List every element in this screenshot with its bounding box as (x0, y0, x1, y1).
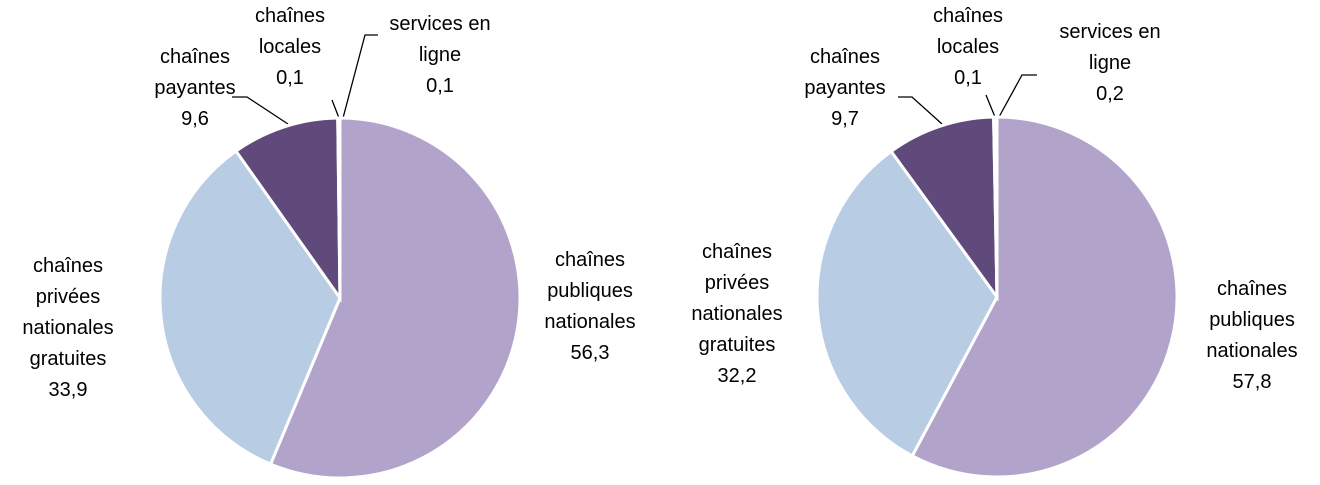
slice-label: services en ligne (389, 13, 490, 66)
value-label: 57,8 (1233, 371, 1272, 393)
value-label: 0,2 (1096, 83, 1124, 105)
value-label: 0,1 (276, 67, 304, 89)
leader-line (998, 74, 1037, 118)
label-line: publiques (1209, 309, 1295, 331)
value-label: 32,2 (718, 365, 757, 387)
label-line: ligne (1089, 52, 1131, 74)
pie-slice (268, 116, 522, 480)
label-line: ligne (419, 44, 461, 66)
leader-line (898, 96, 943, 125)
label-line: privées (705, 272, 769, 294)
label-line: services en (389, 13, 490, 35)
pie-slice (993, 115, 999, 298)
label-line: chaînes (255, 5, 325, 27)
label-line: payantes (154, 77, 235, 99)
label-line: nationales (544, 311, 635, 333)
slice-label: chaînes locales (933, 5, 1003, 58)
pie-slice (233, 116, 342, 303)
leader-line (985, 94, 996, 118)
value-label: 33,9 (49, 379, 88, 401)
label-line: chaînes (702, 241, 772, 263)
label-line: gratuites (30, 348, 107, 370)
label-line: chaînes (555, 249, 625, 271)
label-line: chaînes (33, 255, 103, 277)
label-line: privées (36, 286, 100, 308)
label-line: nationales (691, 303, 782, 325)
slice-label: chaînes privées nationales gratuites (691, 241, 782, 356)
pie-slice (910, 115, 1179, 479)
pie-slice (815, 149, 999, 458)
label-line: payantes (804, 77, 885, 99)
slice-label: chaînes locales (255, 5, 325, 58)
slice-label: services en ligne (1059, 21, 1160, 74)
slice-label: chaînes publiques nationales (1206, 278, 1297, 362)
value-label: 9,7 (831, 108, 859, 130)
slice-label: chaînes payantes (154, 46, 235, 99)
label-line: chaînes (933, 5, 1003, 27)
label-line: chaînes (1217, 278, 1287, 300)
slice-label: chaînes payantes (804, 46, 885, 99)
label-line: locales (937, 36, 999, 58)
label-line: chaînes (160, 46, 230, 68)
leader-line (232, 96, 289, 125)
value-label: 56,3 (571, 342, 610, 364)
value-label: 0,1 (426, 75, 454, 97)
pie-slice (889, 115, 999, 302)
value-label: 9,6 (181, 108, 209, 130)
label-line: nationales (22, 317, 113, 339)
label-line: chaînes (810, 46, 880, 68)
label-line: gratuites (699, 334, 776, 356)
label-line: services en (1059, 21, 1160, 43)
pie-slice (337, 116, 342, 299)
label-line: publiques (547, 280, 633, 302)
value-label: 0,1 (954, 67, 982, 89)
pie-slice (158, 148, 342, 467)
leader-line (331, 99, 340, 119)
leader-line (342, 34, 378, 119)
slice-label: chaînes privées nationales gratuites (22, 255, 113, 370)
label-line: locales (259, 36, 321, 58)
label-line: nationales (1206, 340, 1297, 362)
slice-label: chaînes publiques nationales (544, 249, 635, 333)
